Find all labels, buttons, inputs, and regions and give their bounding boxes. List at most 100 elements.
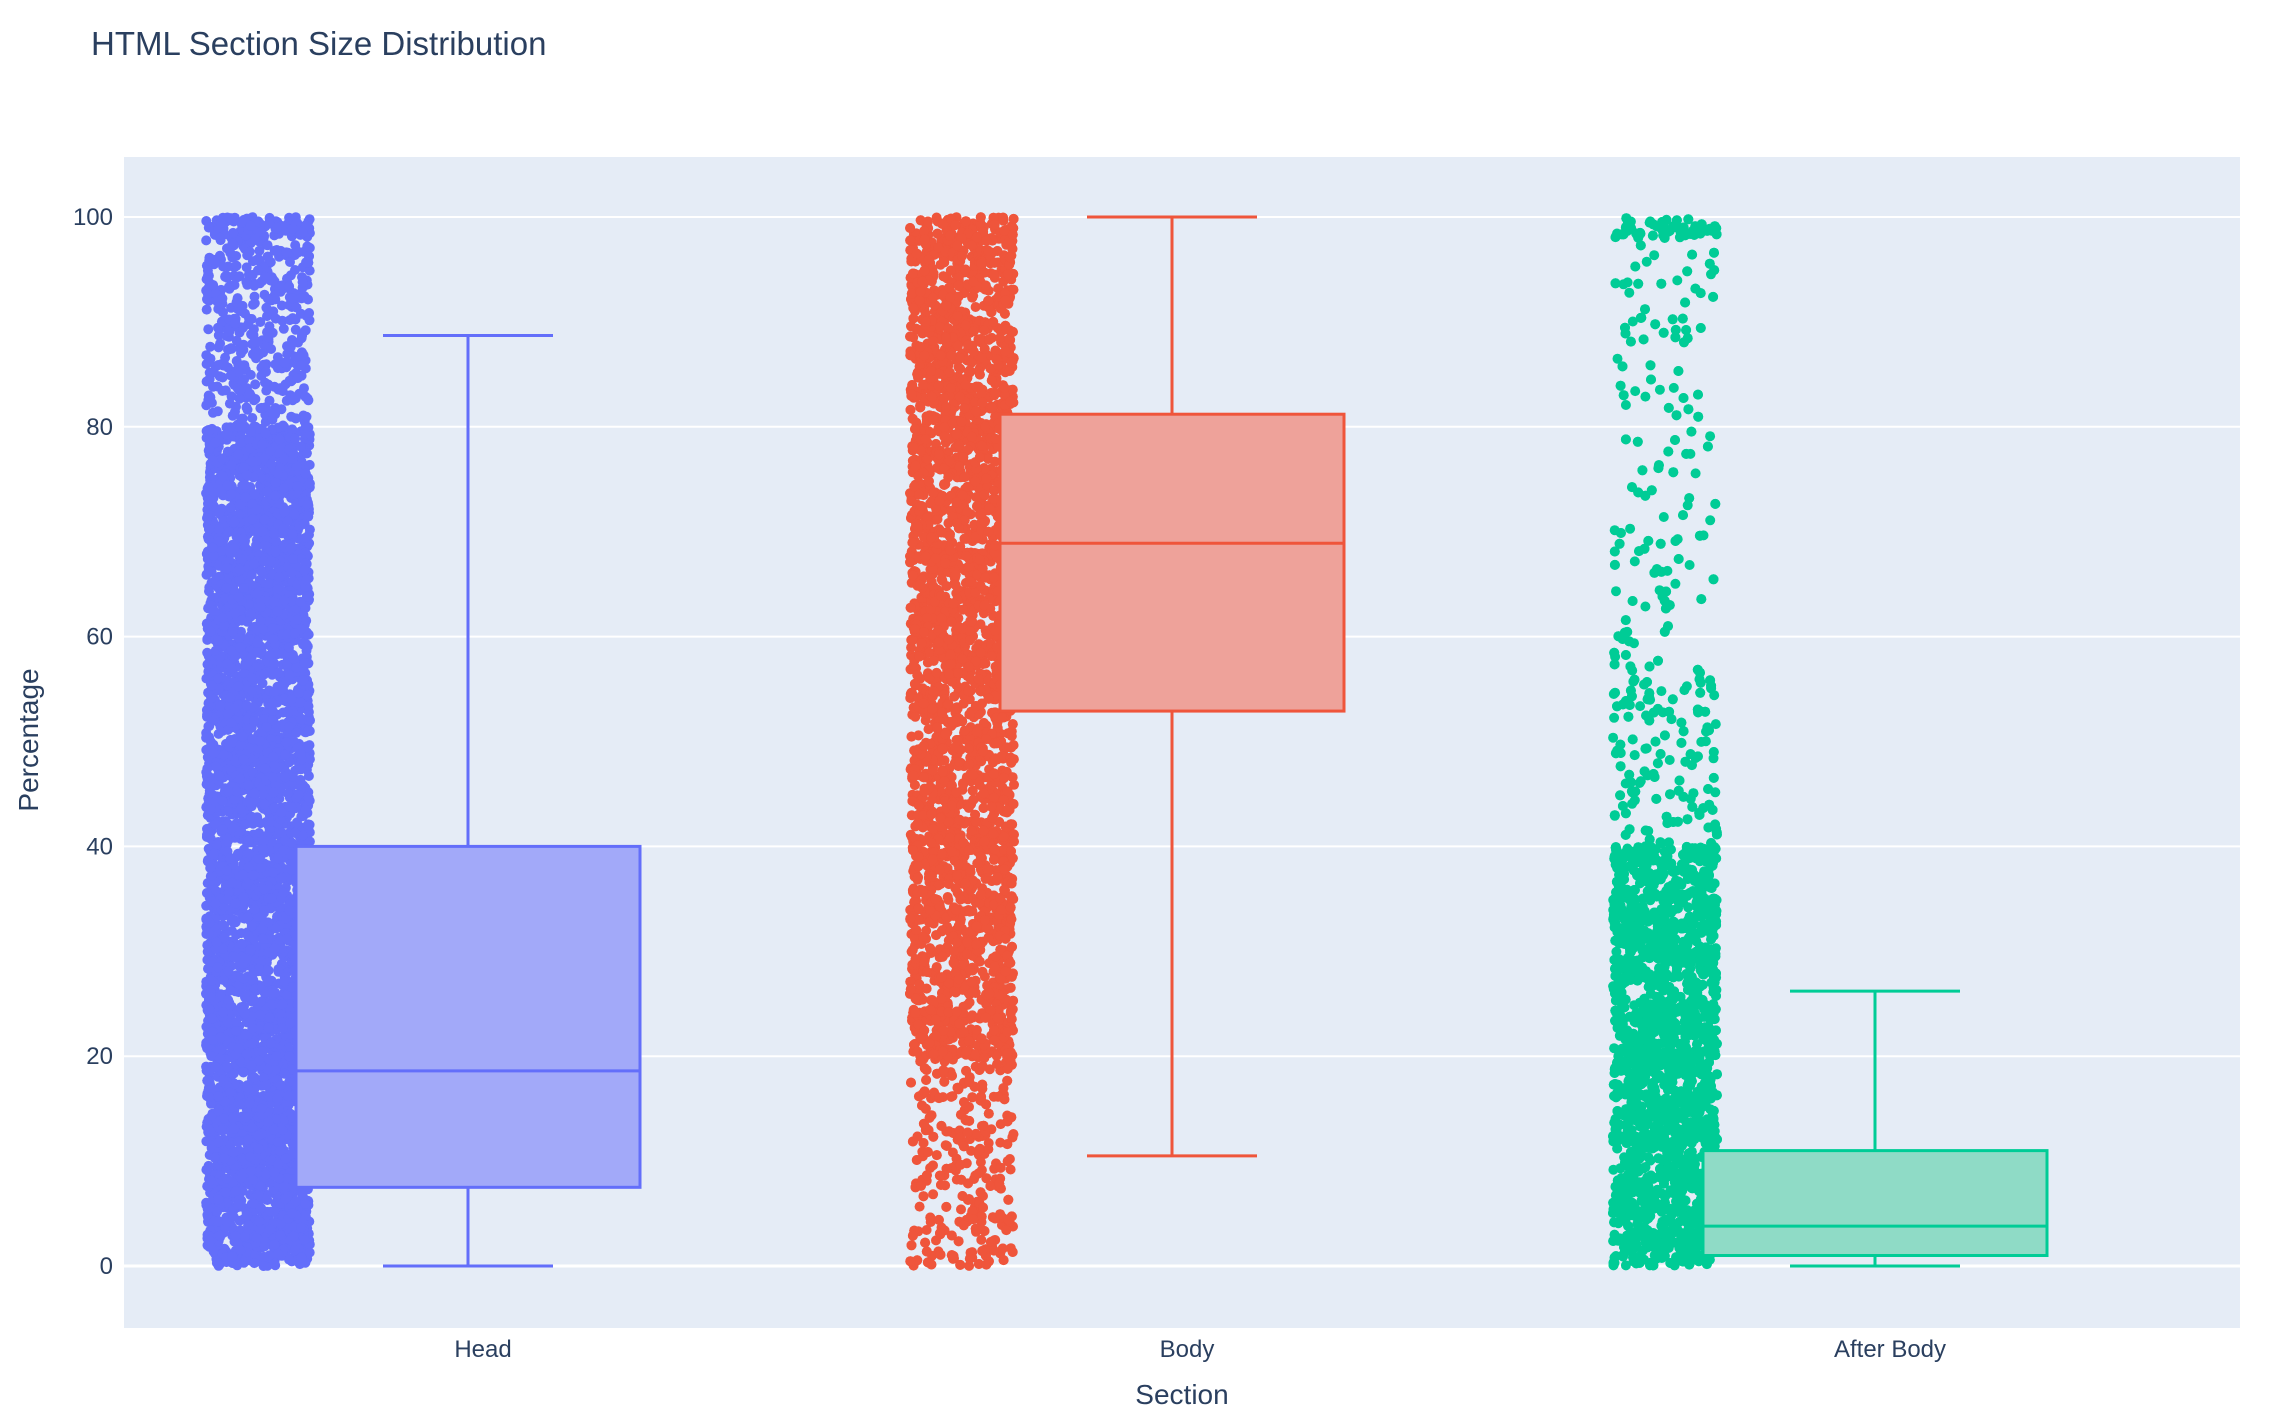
data-point xyxy=(255,403,265,413)
data-point xyxy=(251,542,261,552)
data-point xyxy=(202,648,212,658)
data-point xyxy=(228,1113,238,1123)
data-point xyxy=(288,224,298,234)
data-point xyxy=(248,1175,258,1185)
data-point xyxy=(268,634,278,644)
data-point xyxy=(242,1211,252,1221)
data-point xyxy=(298,227,308,237)
data-point xyxy=(249,1258,259,1268)
data-point xyxy=(209,748,219,758)
data-point xyxy=(300,519,310,529)
data-point xyxy=(249,559,259,569)
data-point xyxy=(211,899,221,909)
data-point xyxy=(217,454,227,464)
data-point xyxy=(300,1235,310,1245)
data-point xyxy=(298,639,308,649)
data-point xyxy=(228,228,238,238)
data-point xyxy=(281,379,291,389)
data-point xyxy=(207,1014,217,1024)
data-point xyxy=(301,616,311,626)
data-point xyxy=(206,627,216,637)
data-point xyxy=(230,318,240,328)
data-point xyxy=(293,373,303,383)
data-point xyxy=(250,379,260,389)
data-point xyxy=(242,1049,252,1059)
data-point xyxy=(223,787,233,797)
data-point xyxy=(264,219,274,229)
data-point xyxy=(216,218,226,228)
data-point xyxy=(244,835,254,845)
data-point xyxy=(256,227,266,237)
data-point xyxy=(225,854,235,864)
data-point xyxy=(215,233,225,243)
data-point xyxy=(217,1045,227,1055)
data-point xyxy=(256,567,266,577)
data-point xyxy=(298,675,308,685)
y-tick-label: 0 xyxy=(100,1253,113,1280)
data-point xyxy=(274,572,284,582)
data-point xyxy=(257,1046,267,1056)
data-point xyxy=(240,992,250,1002)
data-point xyxy=(239,892,249,902)
data-point xyxy=(215,1231,225,1241)
data-point xyxy=(243,405,253,415)
data-point xyxy=(303,819,313,829)
data-point xyxy=(250,1073,260,1083)
data-point xyxy=(235,386,245,396)
data-point xyxy=(246,370,256,380)
data-point xyxy=(229,1124,239,1134)
data-point xyxy=(278,846,288,856)
data-point xyxy=(204,929,214,939)
data-point xyxy=(263,332,273,342)
data-point xyxy=(270,382,280,392)
data-point xyxy=(296,764,306,774)
data-point xyxy=(259,1261,269,1271)
data-point xyxy=(285,257,295,267)
data-point xyxy=(229,543,239,553)
data-point xyxy=(213,406,223,416)
data-point xyxy=(265,396,275,406)
data-point xyxy=(280,1069,290,1079)
data-point xyxy=(297,1188,307,1198)
data-point xyxy=(287,568,297,578)
data-point xyxy=(234,633,244,643)
data-point xyxy=(204,223,214,233)
data-point xyxy=(257,526,267,536)
data-point xyxy=(204,482,214,492)
data-point xyxy=(247,314,257,324)
data-point xyxy=(240,1030,250,1040)
data-point xyxy=(223,806,233,816)
data-point xyxy=(263,977,273,987)
data-point xyxy=(272,1051,282,1061)
data-point xyxy=(222,866,232,876)
data-point xyxy=(250,298,260,308)
data-point xyxy=(300,1199,310,1209)
data-point xyxy=(271,314,281,324)
data-point xyxy=(223,995,233,1005)
data-point xyxy=(251,353,261,363)
data-point xyxy=(235,774,245,784)
y-tick-label: 60 xyxy=(86,624,113,651)
data-point xyxy=(288,293,298,303)
data-point xyxy=(273,607,283,617)
data-point xyxy=(294,688,304,698)
data-point xyxy=(244,780,254,790)
data-point xyxy=(259,670,269,680)
y-tick-label: 20 xyxy=(86,1043,113,1070)
data-point xyxy=(203,324,213,334)
data-point xyxy=(238,301,248,311)
data-point xyxy=(258,624,268,634)
data-point xyxy=(302,422,312,432)
data-point xyxy=(201,1136,211,1146)
data-point xyxy=(280,772,290,782)
chart-title: HTML Section Size Distribution xyxy=(91,25,546,62)
data-point xyxy=(250,489,260,499)
data-point xyxy=(250,904,260,914)
data-point xyxy=(273,668,283,678)
data-point xyxy=(292,615,302,625)
y-tick-label: 100 xyxy=(73,204,113,231)
data-point xyxy=(254,1216,264,1226)
data-point xyxy=(217,386,227,396)
data-point xyxy=(275,435,285,445)
